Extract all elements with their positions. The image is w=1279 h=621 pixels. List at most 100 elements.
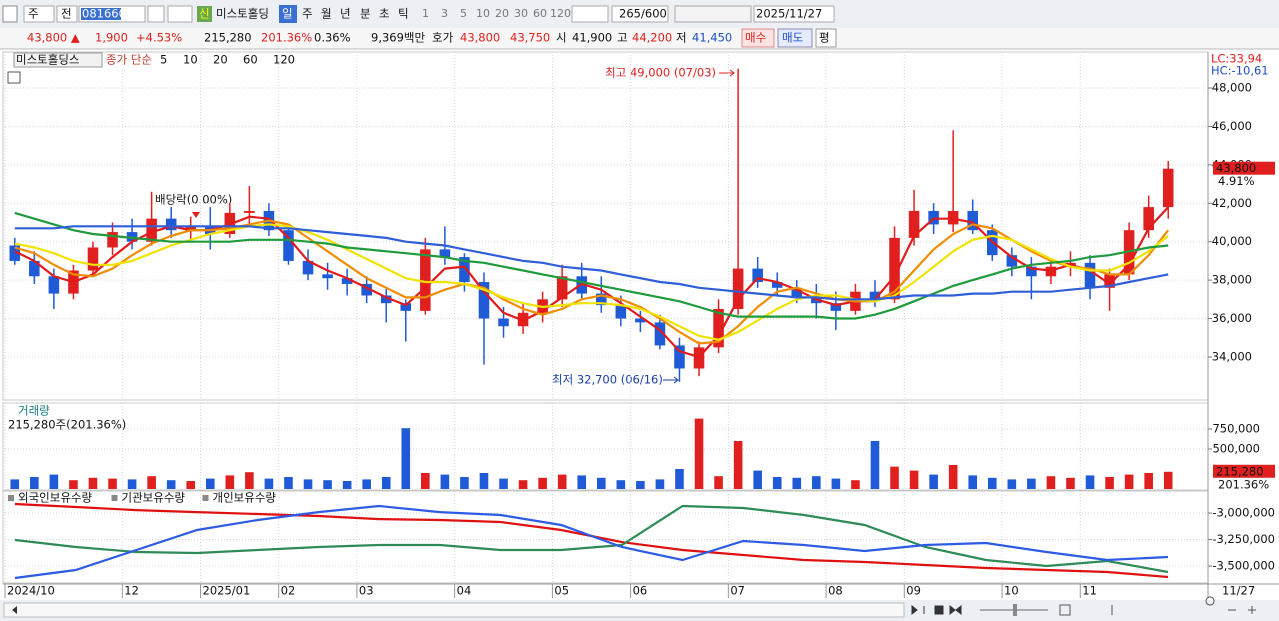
ma-line (14, 211, 1169, 320)
market-select[interactable] (23, 5, 55, 23)
candle-body (908, 210, 920, 238)
exchange-select[interactable] (56, 5, 78, 23)
market: 주 (28, 7, 39, 21)
volume-bar (205, 478, 215, 489)
period[interactable]: 월 (321, 7, 332, 21)
badge-bg (197, 6, 212, 22)
volume-bar (1085, 475, 1095, 489)
interval[interactable]: 30 (514, 7, 528, 20)
legend-entry: 60 (243, 53, 258, 67)
volume-bar (1144, 473, 1153, 489)
period[interactable]: 분 (360, 7, 371, 21)
legend-swatch (202, 495, 209, 501)
buy-button[interactable] (741, 28, 775, 48)
y-tick-label: -3,000,000 (1212, 506, 1275, 520)
calc-icon[interactable] (7, 71, 21, 84)
volume-bar (890, 466, 899, 489)
candle-body (29, 260, 40, 277)
avg[interactable]: 평 (819, 31, 830, 45)
candle-body (1143, 207, 1154, 231)
y-tick-label: -3,500,000 (1212, 559, 1275, 573)
menu-button[interactable] (2, 5, 18, 23)
interval[interactable]: 60 (533, 7, 547, 20)
dividend-marker (192, 212, 200, 218)
zoom-tools[interactable] (1059, 596, 1256, 616)
interval[interactable]: 1 (422, 7, 429, 20)
avg-button[interactable] (815, 28, 837, 48)
sound-button[interactable] (167, 5, 193, 23)
volume-bar (147, 476, 156, 489)
volume-bar (714, 476, 723, 489)
x-tick-label: 2024/10 (7, 584, 55, 598)
volume-bar (596, 477, 606, 489)
x-tick-label: 2025/01 (203, 584, 251, 598)
interval[interactable]: 5 (460, 7, 467, 20)
interval[interactable]: 3 (441, 7, 448, 20)
period[interactable]: 틱 (398, 7, 409, 21)
ma-line (14, 219, 1170, 345)
volume-bar (812, 476, 821, 489)
date: 2025/11/27 (756, 7, 822, 21)
x-tick-label: 12 (124, 584, 139, 598)
candle-body (400, 303, 412, 311)
candle-body (1006, 255, 1018, 267)
badge: 신 (199, 7, 210, 21)
zoom-thumb[interactable] (1013, 604, 1017, 616)
volume-bar (225, 475, 235, 489)
sell-button[interactable] (777, 28, 813, 48)
volume-bar (381, 477, 391, 489)
x-tick-label: 08 (828, 584, 843, 598)
count-input[interactable] (611, 5, 669, 23)
interval[interactable]: 10 (476, 7, 490, 20)
x-tick-label: 02 (281, 584, 296, 598)
candle-body (732, 268, 744, 309)
search-button[interactable] (147, 5, 165, 23)
candle-body (869, 291, 881, 300)
scroll-left[interactable] (12, 606, 17, 614)
legend-label: 종가 단순 (106, 53, 152, 67)
volume-bar (909, 470, 919, 489)
x-tick-label: 04 (457, 584, 472, 598)
volume-bar (303, 479, 313, 489)
period[interactable]: 년 (340, 7, 351, 21)
period-selected[interactable] (279, 5, 297, 23)
volume-bar (421, 473, 430, 489)
volume-bar (30, 477, 39, 489)
volume-bar (440, 474, 450, 489)
x-tick-label: 07 (730, 584, 745, 598)
date-input[interactable] (753, 5, 835, 23)
period[interactable]: 일 (282, 7, 293, 21)
volume-title: 거래량 (18, 404, 50, 418)
volume-ratio: 201.36% (261, 31, 312, 45)
y-tick-label: 38,000 (1212, 273, 1252, 287)
period[interactable]: 주 (302, 7, 313, 21)
volume-bar (186, 481, 196, 489)
buy[interactable]: 매수 (745, 31, 766, 45)
volume-bar (1007, 479, 1017, 489)
candle-body (771, 282, 783, 288)
legend-entry: 10 (183, 53, 198, 67)
tool-buttons[interactable] (674, 5, 752, 23)
count-max: /600 (641, 7, 667, 21)
y-tick-label: 48,000 (1212, 81, 1252, 95)
interval[interactable]: 20 (495, 7, 509, 20)
volume-bar (753, 470, 762, 489)
candle-body (595, 293, 607, 306)
interval[interactable]: 120 (550, 7, 571, 20)
candle-body (967, 210, 979, 231)
scroll-track[interactable] (3, 602, 905, 618)
sell[interactable]: 매도 (782, 31, 803, 45)
open: 41,900 (572, 31, 612, 45)
volume-bar (675, 469, 684, 489)
volume-bar (69, 480, 78, 489)
high-label: 고 (617, 31, 628, 45)
candle-body (322, 274, 333, 279)
period[interactable]: 초 (379, 7, 390, 21)
last-price-box (1213, 161, 1275, 175)
last-date: 11/27 (1222, 584, 1255, 598)
volume-panel (2, 402, 1209, 491)
range-select[interactable] (571, 5, 609, 23)
scroll-controls[interactable] (911, 604, 962, 616)
